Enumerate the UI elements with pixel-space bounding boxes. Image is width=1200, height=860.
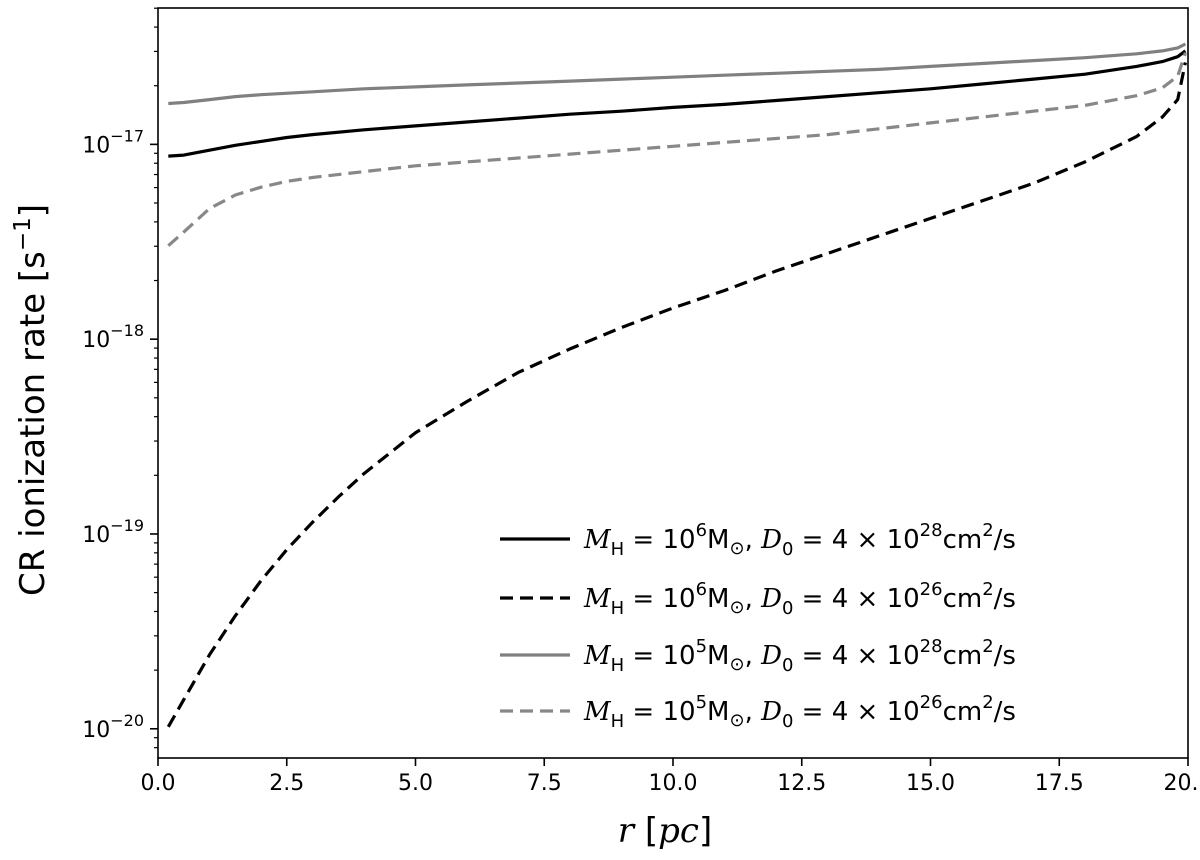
x-tick-label: 15.0 <box>906 771 955 796</box>
plot-lines <box>166 42 1187 728</box>
y-axis-ticks: 10−17 10−18 10−19 10−20 <box>82 7 158 749</box>
series-line-2 <box>166 62 1187 728</box>
legend-label-1: MH = 106M⊙, D0 = 4 × 1028cm2/s <box>583 520 1016 560</box>
y-axis-label: CR ionization rate [s−1] <box>10 204 53 596</box>
x-tick-label: 0.0 <box>141 771 176 796</box>
series-line-4 <box>167 52 1187 247</box>
legend: MH = 106M⊙, D0 = 4 × 1028cm2/s MH = 106M⊙… <box>500 520 1016 732</box>
legend-label-3: MH = 105M⊙, D0 = 4 × 1028cm2/s <box>583 636 1016 676</box>
x-tick-label: 7.5 <box>527 771 562 796</box>
legend-label-2: MH = 106M⊙, D0 = 4 × 1026cm2/s <box>583 579 1016 619</box>
y-tick-label: 10−20 <box>82 711 144 743</box>
x-tick-label: 20.0 <box>1164 771 1200 796</box>
x-tick-label: 5.0 <box>398 771 433 796</box>
y-tick-label: 10−19 <box>82 516 144 548</box>
x-tick-label: 12.5 <box>777 771 826 796</box>
x-tick-label: 2.5 <box>269 771 304 796</box>
y-tick-label: 10−18 <box>82 321 144 353</box>
series-line-1 <box>168 49 1187 158</box>
x-axis-label: r [pc] <box>618 811 712 851</box>
x-tick-label: 17.5 <box>1035 771 1084 796</box>
series-line-3 <box>168 42 1187 106</box>
x-tick-label: 10.0 <box>649 771 698 796</box>
legend-label-4: MH = 105M⊙, D0 = 4 × 1026cm2/s <box>583 692 1016 732</box>
x-axis-ticks: 0.0 2.5 5.0 7.5 10.0 12.5 15.0 17.5 20.0 <box>141 758 1200 796</box>
y-tick-label: 10−17 <box>82 126 144 158</box>
